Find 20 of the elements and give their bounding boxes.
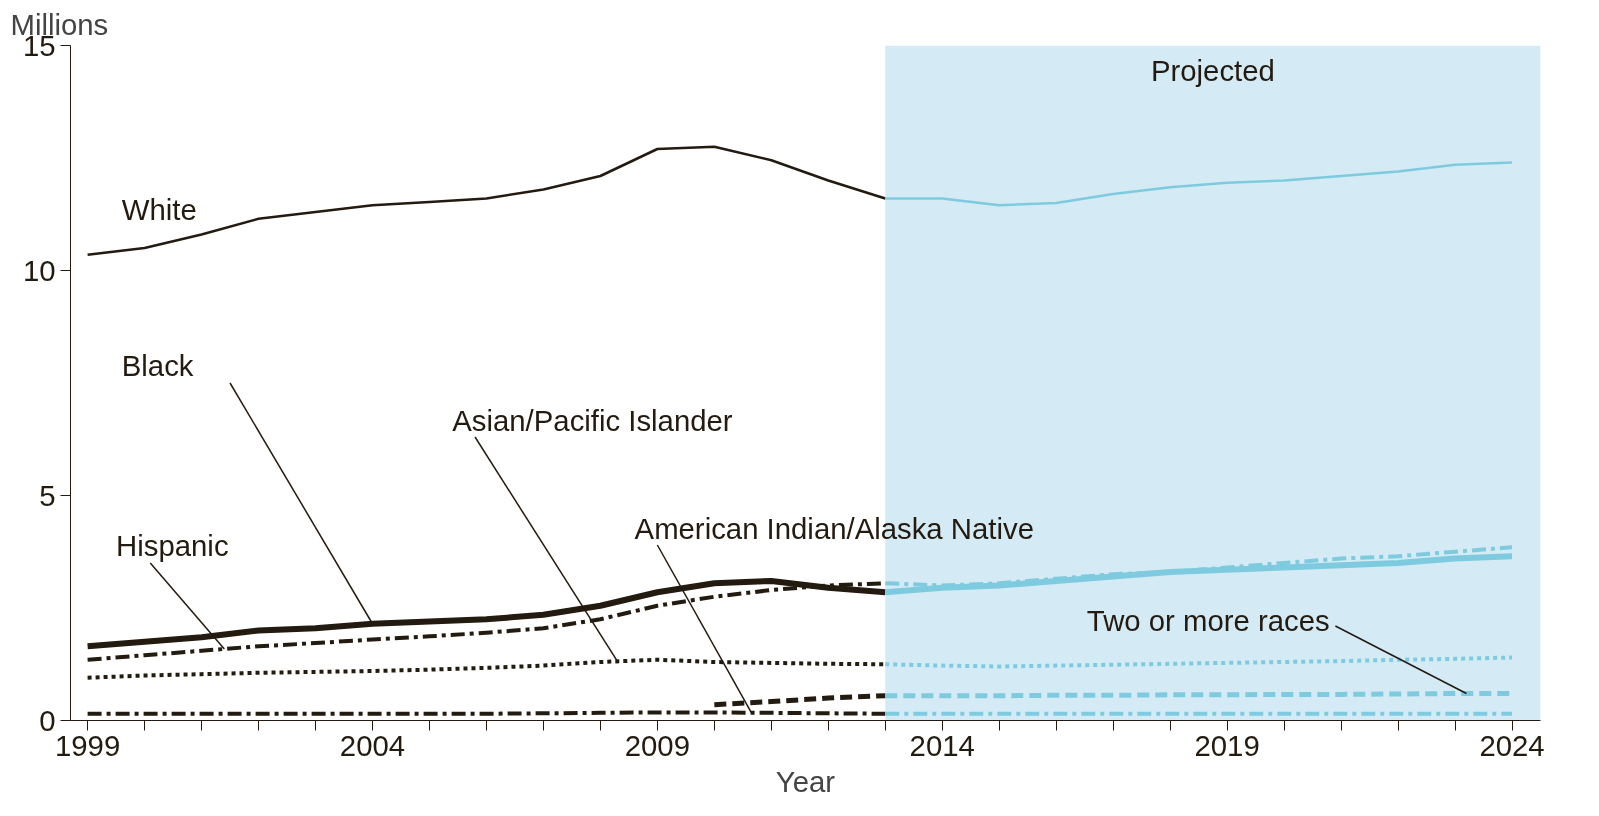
x-tick-label: 2004 (339, 728, 406, 762)
x-tick-label: 2019 (1194, 728, 1260, 762)
text: Asian/Pacific Islander (452, 403, 733, 437)
x-tick-label: 2009 (624, 728, 690, 762)
line-series (86, 145, 887, 256)
series-label: White (121, 193, 197, 227)
text: Black (121, 348, 194, 382)
band-label: Projected (1150, 53, 1275, 87)
text: Hispanic (116, 528, 229, 562)
line-series (884, 161, 1514, 207)
y-tick-label: 5 (39, 478, 56, 512)
x-tick-label: 2024 (1479, 728, 1545, 762)
x-tick-label: 1999 (54, 728, 121, 762)
y-tick-label: 0 (39, 703, 56, 737)
text: American Indian/Alaska Native (634, 511, 1034, 545)
x-tick-label: 2014 (909, 728, 975, 762)
series-label: Two or more races (1086, 603, 1330, 637)
x-axis-title: Year (775, 764, 836, 798)
y-tick-label: 10 (22, 253, 56, 287)
line-series (883, 655, 1515, 669)
